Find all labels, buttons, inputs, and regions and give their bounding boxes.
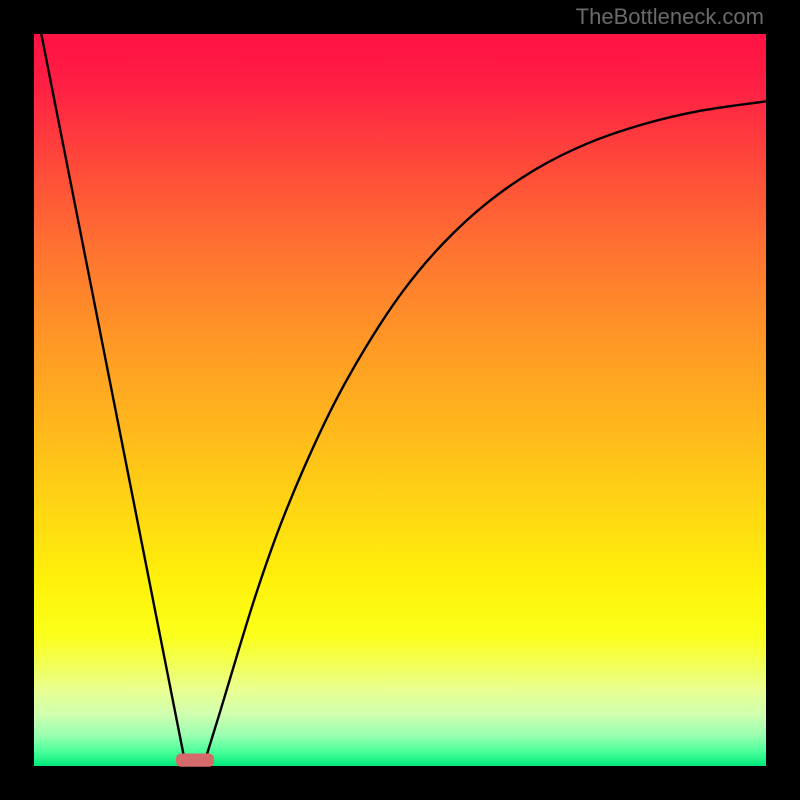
bottleneck-chart (0, 0, 800, 800)
watermark-text: TheBottleneck.com (576, 4, 764, 30)
chart-container: TheBottleneck.com (0, 0, 800, 800)
